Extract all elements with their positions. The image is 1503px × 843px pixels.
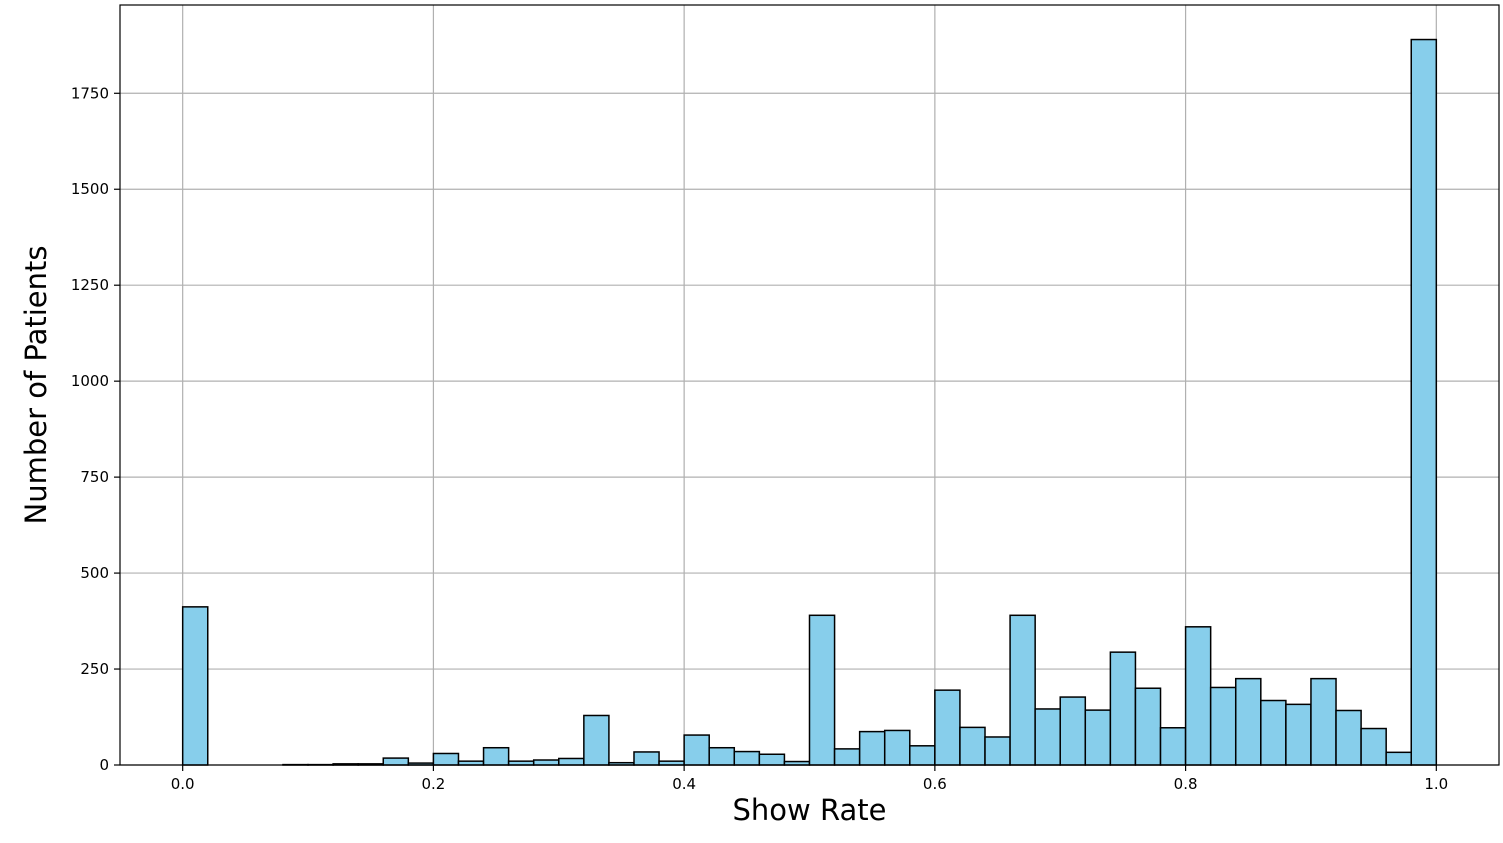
histogram-bar (985, 737, 1010, 765)
histogram-bar (1110, 652, 1135, 765)
histogram-bar (559, 758, 584, 765)
histogram-bar (584, 715, 609, 765)
histogram-bar (709, 748, 734, 765)
histogram-bar (383, 758, 408, 765)
histogram-bar (835, 749, 860, 765)
y-axis-title: Number of Patients (19, 246, 53, 525)
histogram-bar (910, 746, 935, 765)
histogram-bar (634, 752, 659, 765)
y-axis-ticks: 0 250 500 750 1000 1250 1500 1750 (71, 84, 120, 774)
histogram-bar (734, 752, 759, 765)
histogram-bar (1010, 615, 1035, 765)
x-tick-label: 0.2 (421, 775, 445, 793)
y-tick-label: 1750 (71, 84, 109, 102)
histogram-bar (433, 753, 458, 765)
x-tick-label: 0.8 (1174, 775, 1198, 793)
x-tick-label: 0.6 (923, 775, 947, 793)
histogram-bar (1060, 697, 1085, 765)
y-tick-label: 1000 (71, 372, 109, 390)
histogram-bar (860, 732, 885, 765)
histogram-bar (1035, 709, 1060, 765)
histogram-bar (1236, 679, 1261, 765)
histogram-bar (1286, 704, 1311, 765)
x-tick-label: 0.4 (672, 775, 696, 793)
y-tick-label: 250 (80, 660, 109, 678)
x-tick-label: 1.0 (1424, 775, 1448, 793)
x-axis-title: Show Rate (733, 793, 887, 827)
histogram-bar (183, 607, 208, 765)
histogram-bar (534, 760, 559, 765)
x-axis-ticks: 0.0 0.2 0.4 0.6 0.8 1.0 (171, 765, 1448, 793)
y-tick-label: 500 (80, 564, 109, 582)
histogram-bar (1361, 729, 1386, 765)
histogram-bar (484, 748, 509, 765)
histogram-bar (1211, 687, 1236, 765)
x-tick-label: 0.0 (171, 775, 195, 793)
y-tick-label: 1500 (71, 180, 109, 198)
y-tick-label: 750 (80, 468, 109, 486)
histogram-bar (1186, 627, 1211, 765)
histogram-bar (1411, 40, 1436, 765)
histogram-bar (1135, 688, 1160, 765)
y-tick-label: 1250 (71, 276, 109, 294)
histogram-bar (960, 727, 985, 765)
histogram-bar (1336, 710, 1361, 765)
histogram-bars (183, 40, 1437, 765)
histogram-bar (759, 754, 784, 765)
histogram-bar (684, 735, 709, 765)
histogram-bar (1311, 679, 1336, 765)
histogram-bar (935, 690, 960, 765)
histogram-bar (1261, 701, 1286, 765)
histogram-bar (1085, 710, 1110, 765)
histogram-bar (1386, 752, 1411, 765)
histogram-bar (885, 730, 910, 765)
histogram-bar (1161, 728, 1186, 765)
y-tick-label: 0 (99, 756, 109, 774)
histogram-bar (810, 615, 835, 765)
